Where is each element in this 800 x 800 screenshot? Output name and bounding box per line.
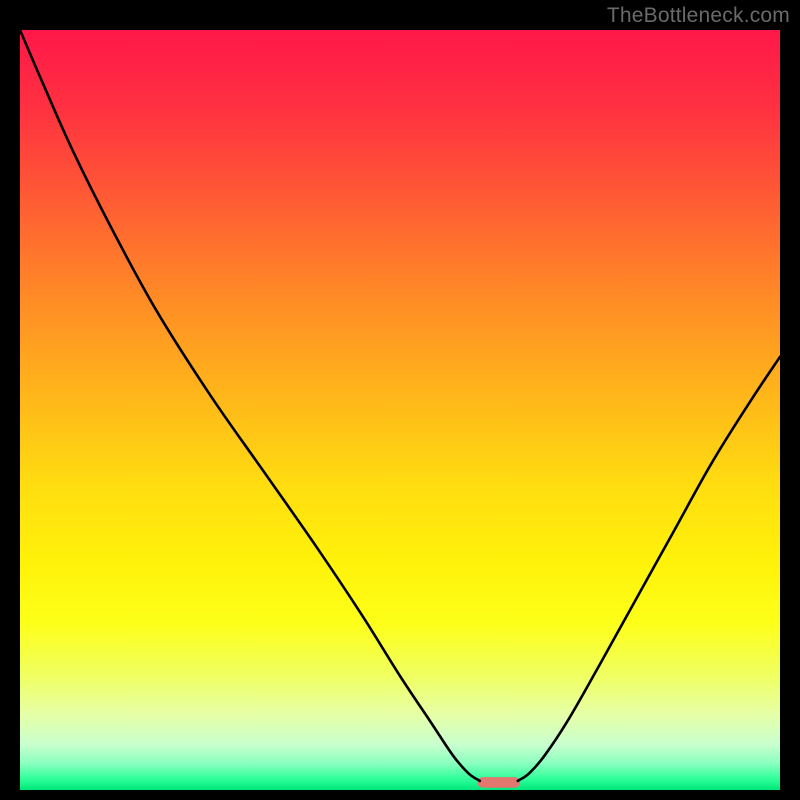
chart-frame: TheBottleneck.com [0,0,800,800]
attribution-label: TheBottleneck.com [607,4,790,28]
curve-right-branch [518,357,780,781]
bottleneck-curve-layer [20,30,780,790]
curve-left-branch [20,30,480,781]
bottom-marker-pill [478,777,521,788]
plot-area [20,30,780,790]
